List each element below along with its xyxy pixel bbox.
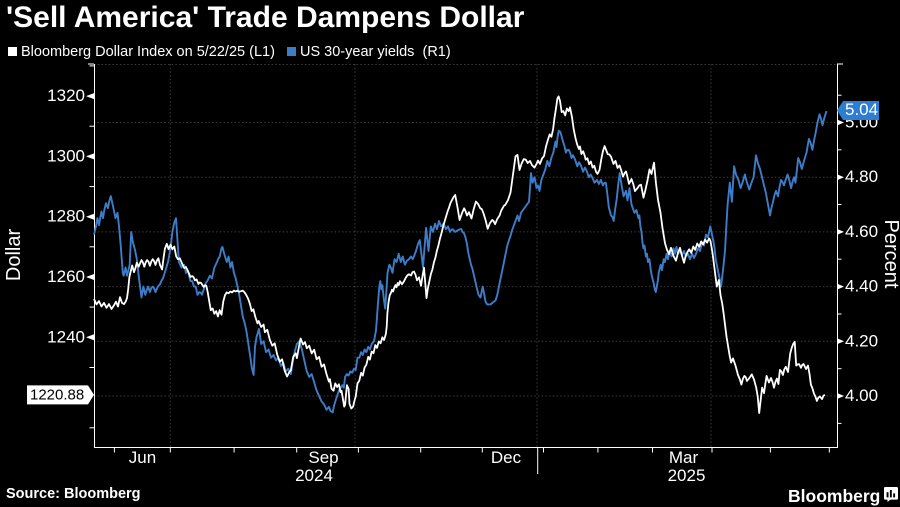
svg-text:1220.88: 1220.88 [30, 387, 84, 404]
svg-text:Dec: Dec [491, 448, 522, 467]
svg-text:1240: 1240 [47, 327, 85, 346]
svg-text:Mar: Mar [669, 448, 699, 467]
svg-text:1320: 1320 [47, 86, 85, 105]
svg-text:1280: 1280 [47, 207, 85, 226]
svg-text:2025: 2025 [668, 466, 706, 485]
svg-text:5.04: 5.04 [845, 100, 878, 119]
svg-text:4.40: 4.40 [845, 277, 878, 296]
svg-text:4.60: 4.60 [845, 222, 878, 241]
svg-text:4.20: 4.20 [845, 331, 878, 350]
svg-text:Percent: Percent [880, 220, 900, 289]
svg-text:Dollar: Dollar [3, 229, 25, 282]
svg-text:4.80: 4.80 [845, 167, 878, 186]
svg-text:1260: 1260 [47, 267, 85, 286]
svg-text:2024: 2024 [295, 466, 333, 485]
svg-text:1300: 1300 [47, 146, 85, 165]
svg-text:Jun: Jun [129, 448, 156, 467]
svg-text:4.00: 4.00 [845, 386, 878, 405]
svg-text:Sep: Sep [308, 448, 338, 467]
